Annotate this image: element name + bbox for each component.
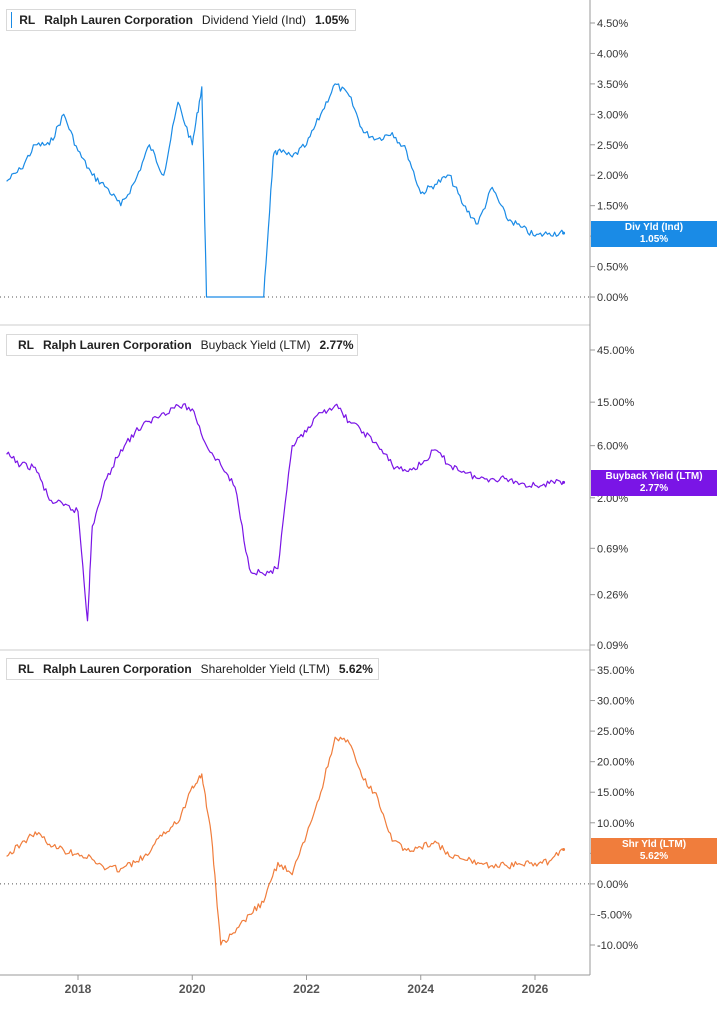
y-tick-label: 2.50% — [597, 140, 628, 152]
badge-value: 1.05% — [639, 234, 669, 245]
y-tick-label: 0.50% — [597, 262, 628, 274]
shareholder-yield-last-point — [562, 848, 566, 852]
legend-color-bar — [11, 12, 13, 28]
shareholder-yield-series-line — [6, 736, 564, 946]
legend-metric: Buyback Yield (LTM) — [200, 338, 311, 352]
y-tick-label: 0.00% — [597, 879, 628, 891]
badge-label: Div Yld (Ind) — [624, 222, 684, 233]
y-tick-label: -10.00% — [597, 940, 638, 952]
y-tick-label: 3.50% — [597, 79, 628, 91]
y-tick-label: 20.00% — [597, 757, 635, 769]
legend-value: 2.77% — [319, 338, 354, 352]
y-tick-label: 10.00% — [597, 818, 635, 830]
badge-label: Buyback Yield (LTM) — [605, 471, 703, 482]
x-tick-label: 2018 — [65, 982, 92, 996]
y-tick-label: 6.00% — [597, 441, 628, 453]
y-tick-label: 0.69% — [597, 543, 628, 555]
legend-dividend-yield: RL Ralph Lauren Corporation Dividend Yie… — [6, 9, 356, 31]
badge-value: 2.77% — [639, 483, 669, 494]
legend-value: 5.62% — [338, 662, 373, 676]
y-tick-label: 15.00% — [597, 787, 635, 799]
y-tick-label: 45.00% — [597, 345, 635, 357]
y-tick-label: 25.00% — [597, 726, 635, 738]
badge-label: Shr Yld (LTM) — [621, 839, 687, 850]
x-tick-label: 2022 — [293, 982, 320, 996]
x-tick-label: 2020 — [179, 982, 206, 996]
y-tick-label: 4.00% — [597, 48, 628, 60]
badge-dividend-yield: Div Yld (Ind) 1.05% — [591, 221, 717, 247]
legend-company: Ralph Lauren Corporation — [44, 13, 193, 27]
y-tick-label: 0.09% — [597, 640, 628, 652]
y-tick-label: 15.00% — [597, 397, 635, 409]
y-tick-label: 3.00% — [597, 109, 628, 121]
legend-ticker: RL — [19, 13, 36, 27]
badge-buyback-yield: Buyback Yield (LTM) 2.77% — [591, 470, 717, 496]
legend-ticker: RL — [18, 662, 34, 676]
x-tick-label: 2024 — [407, 982, 434, 996]
buyback-yield-last-point — [562, 480, 566, 484]
y-tick-label: 1.50% — [597, 201, 628, 213]
legend-value: 1.05% — [314, 13, 349, 27]
legend-company: Ralph Lauren Corporation — [43, 338, 192, 352]
y-tick-label: 35.00% — [597, 665, 635, 677]
legend-company: Ralph Lauren Corporation — [43, 662, 192, 676]
y-tick-label: 0.00% — [597, 292, 628, 304]
legend-ticker: RL — [18, 338, 34, 352]
y-tick-label: -5.00% — [597, 909, 632, 921]
legend-metric: Dividend Yield (Ind) — [201, 13, 306, 27]
x-tick-label: 2026 — [522, 982, 549, 996]
buyback-yield-series-line — [6, 403, 565, 622]
dividend-yield-series-line — [6, 83, 565, 298]
dividend-yield-last-point — [562, 231, 566, 235]
legend-shareholder-yield: RL Ralph Lauren Corporation Shareholder … — [6, 658, 379, 680]
legend-buyback-yield: RL Ralph Lauren Corporation Buyback Yiel… — [6, 334, 358, 356]
legend-metric: Shareholder Yield (LTM) — [200, 662, 330, 676]
y-tick-label: 4.50% — [597, 18, 628, 30]
y-tick-label: 30.00% — [597, 696, 635, 708]
y-tick-label: 2.00% — [597, 170, 628, 182]
badge-value: 5.62% — [639, 851, 669, 862]
y-tick-label: 0.26% — [597, 590, 628, 602]
badge-shareholder-yield: Shr Yld (LTM) 5.62% — [591, 838, 717, 864]
